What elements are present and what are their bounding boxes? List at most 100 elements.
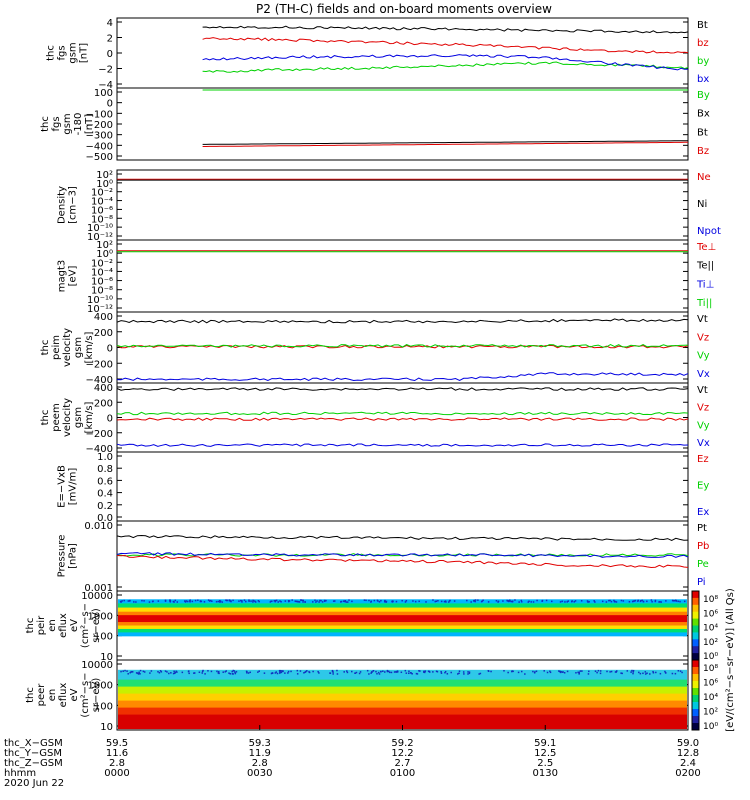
y-axis-label-line: [km/s] [84,331,95,363]
spectrogram-speckle [172,672,175,675]
spectrogram-speckle [408,670,410,673]
x-row-value: 59.3 [249,738,271,749]
spectrogram-speckle [348,599,350,601]
spectrogram-speckle [188,672,190,675]
y-axis-label: Density[cm−3] [57,186,79,224]
spectrogram-speckle [457,673,459,675]
spectrogram-speckle [543,670,545,672]
spectrogram-speckle [593,600,595,602]
y-axis-label-line: sr−eV) [91,678,102,713]
spectrogram-speckle [164,670,167,672]
spectrogram-speckle [281,670,284,673]
spectrogram-speckle [534,671,536,673]
spectrogram-speckle [243,599,246,601]
y-axis-label-line: velocity [62,398,73,437]
spectrogram-speckle [467,673,469,675]
spectrogram-speckle [517,671,520,674]
spectrogram-speckle [343,600,346,603]
spectrogram-speckle [336,669,338,672]
spectrogram-speckle [308,671,311,674]
spectrogram-speckle [395,671,397,673]
series-Bx [202,140,689,145]
colorbar-tick-label: 10⁴ [703,693,718,703]
series-Vy [116,344,689,348]
spectrogram-speckle [151,600,154,603]
spectrogram-speckle [550,600,553,603]
spectrogram-speckle [354,672,356,674]
spectrogram-speckle [295,600,297,603]
spectrogram-speckle [524,673,526,675]
spectrogram-speckle [287,672,289,674]
spectrogram-speckle [188,600,191,602]
spectrogram-speckle [302,601,304,603]
colorbar-segment [692,597,699,606]
colorbar-segment [692,702,699,710]
spectrogram-speckle [318,601,320,603]
x-row-value: 2.8 [252,758,268,769]
y-tick-label: 10⁻⁴ [91,197,113,208]
spectrogram-speckle [135,601,137,603]
spectrogram-speckle [677,600,679,603]
legend-Ti⊥: Ti⊥ [696,279,714,290]
y-tick-label: 10⁻⁶ [91,277,113,288]
spectrogram-speckle [481,600,484,602]
spectrogram-speckle [215,600,218,603]
series-Vt [116,387,689,391]
spectrogram-band [118,669,687,681]
spectrogram-speckle [217,600,220,603]
spectrogram-speckle [197,599,199,601]
spectrogram-speckle [263,672,266,674]
series-Bz [202,141,688,147]
spectrogram-speckle [449,599,451,602]
spectrogram-speckle [363,599,366,601]
spectrogram-speckle [139,673,141,675]
legend-by: by [697,56,709,67]
spectrogram-speckle [129,671,131,674]
spectrogram-speckle [325,599,327,602]
spectrogram-speckle [393,671,396,673]
spectrogram-speckle [487,670,490,673]
spectrogram-speckle [252,601,254,603]
spectrogram-speckle [296,669,299,672]
x-row-value: 2.4 [680,758,696,769]
spectrogram-speckle [634,599,637,602]
colorbar-segment [692,695,699,703]
spectrogram-speckle [224,671,227,673]
spectrogram-speckle [168,672,170,675]
y-tick-label: 10⁻⁸ [91,286,113,297]
legend-Ez: Ez [697,454,709,465]
spectrogram-speckle [615,671,618,673]
y-tick-label: 200 [94,328,113,339]
spectrogram-speckle [390,671,393,674]
y-tick-label: 10⁻² [91,258,113,269]
y-axis-label-line: thc [40,410,51,426]
spectrogram-speckle [448,601,450,603]
spectrogram-speckle [158,671,161,674]
spectrogram-speckle [173,601,175,603]
spectrogram-speckle [435,670,438,673]
spectrogram-speckle [342,600,345,602]
legend-Vt: Vt [697,385,708,396]
y-axis-label-line: en [47,689,58,702]
spectrogram-speckle [613,599,615,602]
colorbar-segment [692,639,699,647]
spectrogram-band [118,603,687,609]
x-row-value: 59.5 [106,738,128,749]
legend-Bz: Bz [697,146,709,157]
y-tick-label: −4 [98,80,113,91]
y-tick-label: 0.0 [97,513,113,524]
spectrogram-speckle [654,600,657,603]
spectrogram-band [118,611,687,616]
spectrogram-speckle [434,600,437,603]
spectrogram-band [118,599,687,604]
spectrogram-speckle [219,600,222,602]
spectrogram-band [118,700,687,709]
spectrogram-speckle [677,670,680,672]
spectrogram-speckle [639,600,642,603]
spectrogram-speckle [588,601,590,603]
y-axis-label-line: peim [51,335,62,360]
legend-Vz: Vz [697,403,709,414]
spectrogram-speckle [257,599,260,602]
x-row-value: 0100 [390,768,415,779]
spectrogram-speckle [487,601,490,603]
